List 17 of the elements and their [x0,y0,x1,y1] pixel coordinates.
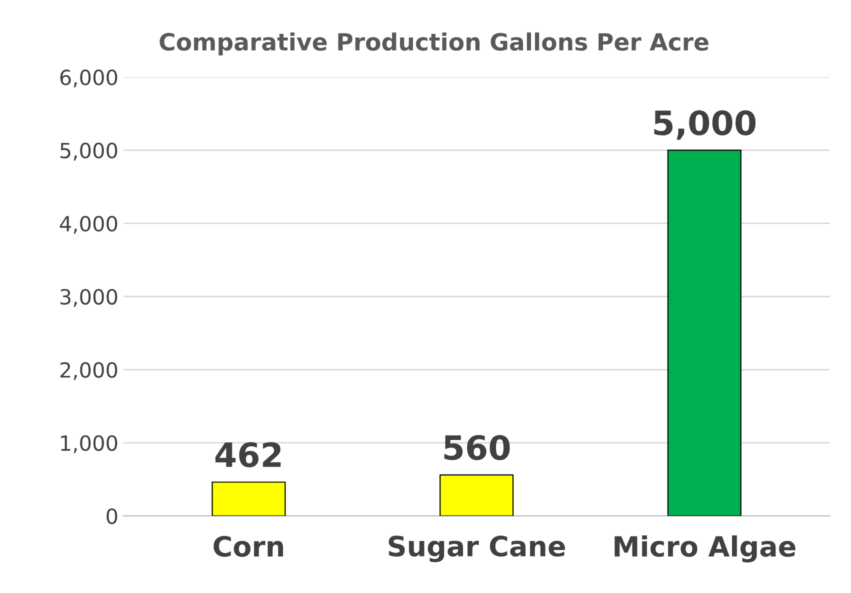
data-label: 5,000 [654,110,756,140]
x-tick-label: Sugar Cane [388,536,565,562]
bar [440,474,514,516]
chart-title: Comparative Production Gallons Per Acre [160,32,708,56]
data-label: 462 [215,442,281,468]
data-label: 560 [444,434,510,460]
y-tick-label: 0 [106,508,118,524]
x-tick-label: Micro Algae [614,535,796,562]
y-tick-label: 2,000 [60,362,118,380]
y-tick-label: 3,000 [60,288,118,307]
y-tick-label: 6,000 [60,70,118,88]
bar [667,150,742,516]
y-tick-label: 1,000 [61,435,118,454]
bar [212,482,286,516]
y-tick-label: 4,000 [60,216,118,234]
y-tick-label: 5,000 [60,142,118,161]
x-tick-label: Corn [214,536,284,557]
